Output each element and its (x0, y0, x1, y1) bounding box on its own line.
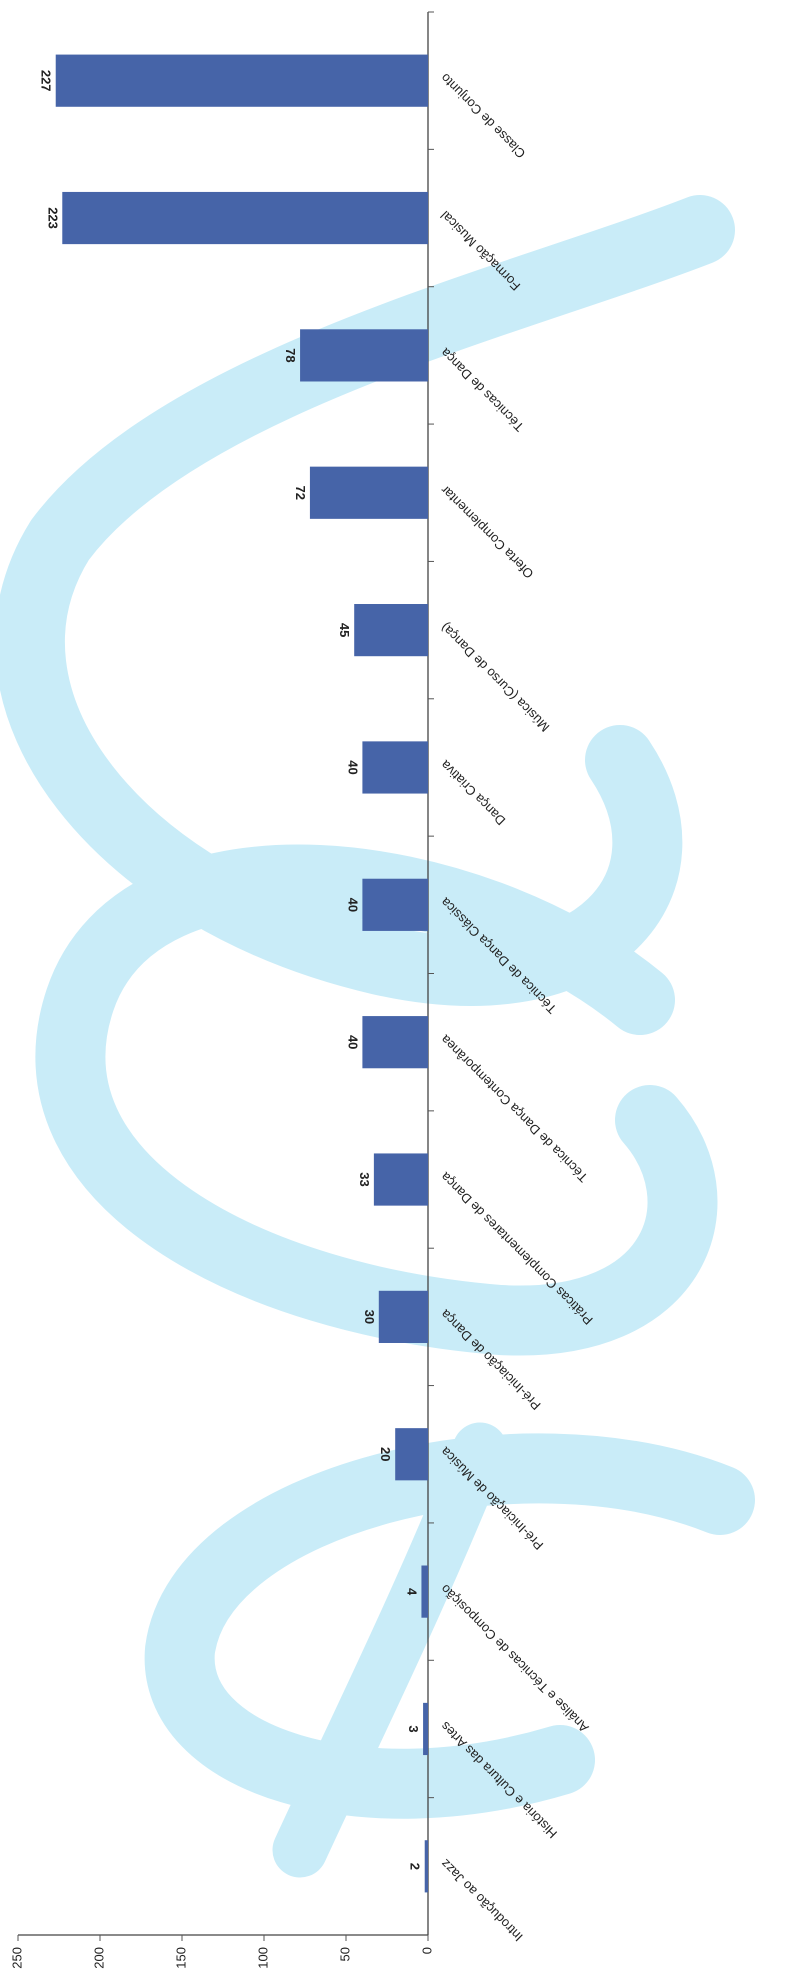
bar (55, 54, 428, 107)
bar (362, 1016, 428, 1069)
category-label: Técnica de Dança Contemporânea (437, 1032, 591, 1186)
data-label: 20 (378, 1447, 393, 1461)
value-tick-label: 100 (255, 1947, 270, 1969)
value-tick-label: 200 (91, 1947, 106, 1969)
category-label: Análise e Técnicas de Composição (438, 1581, 592, 1735)
bar (395, 1428, 428, 1481)
bar (362, 878, 428, 931)
value-tick-label: 150 (173, 1947, 188, 1969)
data-label: 33 (357, 1172, 372, 1186)
category-label: Dança Criativa (437, 757, 508, 828)
value-tick-label: 250 (9, 1947, 24, 1969)
bar (423, 1702, 428, 1756)
data-label: 40 (345, 1035, 360, 1049)
bar (309, 466, 428, 519)
bar (378, 1290, 428, 1343)
data-label: 227 (39, 70, 54, 92)
bar (362, 741, 428, 794)
category-label: Música (Curso de Dança) (438, 620, 553, 735)
bar (62, 191, 428, 245)
bars (55, 54, 428, 1893)
data-label: 223 (45, 207, 60, 229)
category-label: Técnicas de Dança (437, 345, 527, 435)
data-label: 40 (345, 760, 360, 774)
data-label: 2 (408, 1863, 423, 1870)
category-label: Introdução ao Jazz (438, 1856, 526, 1944)
data-label: 78 (283, 348, 298, 362)
category-label: Classe de Conjunto (438, 71, 529, 162)
data-label: 3 (406, 1725, 421, 1732)
bar (421, 1565, 428, 1618)
bar (373, 1153, 428, 1206)
data-label: 30 (362, 1310, 377, 1324)
bar (300, 329, 428, 382)
data-label: 45 (337, 623, 352, 637)
bar (354, 604, 428, 657)
data-label: 4 (404, 1588, 419, 1596)
data-label: 40 (345, 898, 360, 912)
bar (424, 1840, 428, 1893)
category-label: Oferta Complementar (437, 482, 536, 581)
value-tick-label: 0 (419, 1947, 434, 1954)
data-label: 72 (293, 486, 308, 500)
value-tick-label: 50 (337, 1947, 352, 1961)
